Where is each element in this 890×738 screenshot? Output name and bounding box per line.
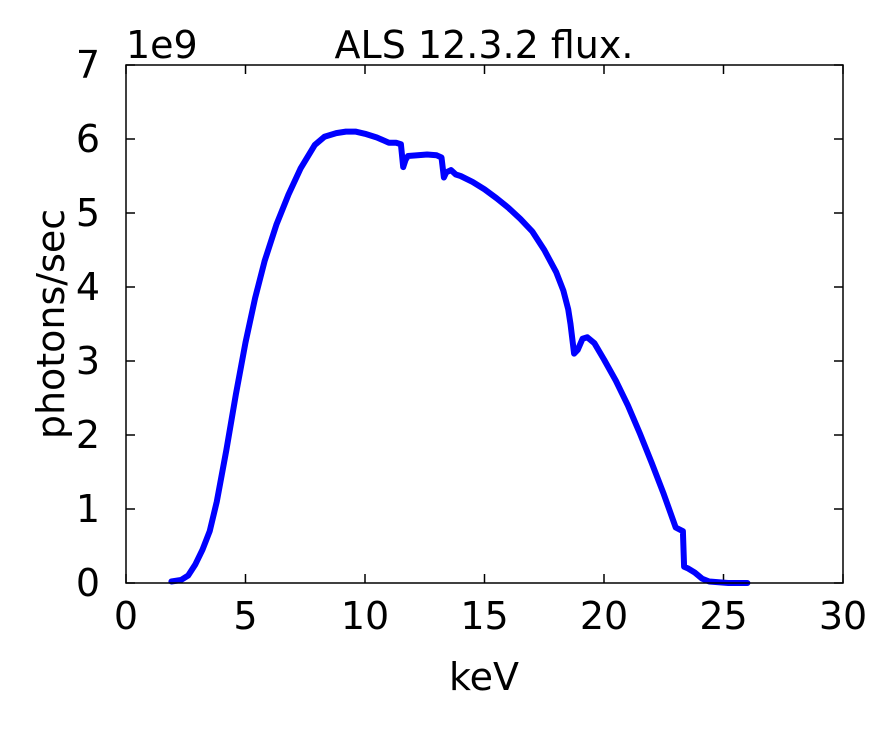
y-tick-label: 3 <box>76 339 100 383</box>
axes-layer: 0 5 10 15 20 25 30 0 1 2 3 4 5 6 7 <box>76 43 867 638</box>
y-tick-label: 6 <box>76 117 100 161</box>
x-tick-label: 30 <box>819 594 867 638</box>
y-tick-label: 0 <box>76 561 100 605</box>
x-tick-label: 0 <box>114 594 138 638</box>
flux-series-line <box>168 128 751 586</box>
x-tick-label: 20 <box>580 594 628 638</box>
y-tick-label: 2 <box>76 413 100 457</box>
y-axis-label: photons/sec <box>29 209 73 439</box>
y-tick-label: 5 <box>76 191 100 235</box>
x-tick-label: 10 <box>341 594 389 638</box>
x-tick-label: 5 <box>233 594 257 638</box>
y-tick-label: 7 <box>76 43 100 87</box>
x-axis-label: keV <box>449 655 519 699</box>
y-tick-label: 4 <box>76 265 100 309</box>
x-tick-label: 25 <box>699 594 747 638</box>
data-layer <box>168 128 751 586</box>
y-tick-label: 1 <box>76 487 100 531</box>
plot-frame <box>125 64 844 584</box>
chart-title: ALS 12.3.2 flux. <box>335 23 634 67</box>
x-tick-label: 15 <box>460 594 508 638</box>
y-scale-label: 1e9 <box>126 23 198 67</box>
